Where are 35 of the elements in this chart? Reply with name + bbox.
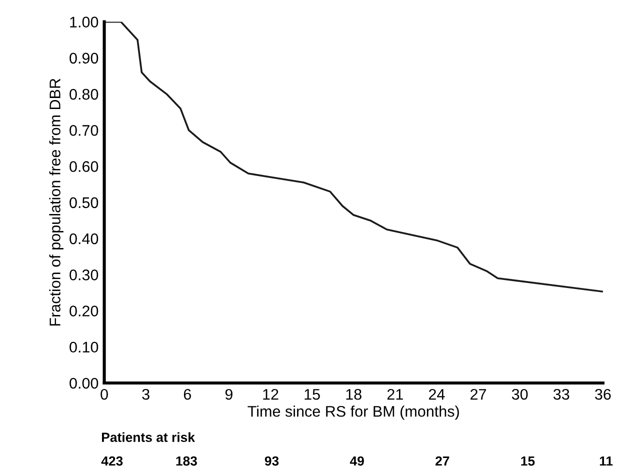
y-tick-label: 0.20 [70,306,98,316]
x-tick-label: 33 [553,388,570,400]
y-tick-label: 0.90 [70,52,98,64]
x-tick-label: 0 [100,388,108,400]
x-tick-label: 3 [142,388,150,400]
x-tick-label: 6 [184,388,191,400]
x-tick-label: 15 [304,389,320,400]
y-tick-label: 0.00 [70,378,98,389]
line-series [104,22,603,293]
text: Patients at risk [102,432,195,442]
y-tick-label: 0.60 [70,161,98,172]
y-tick-label: 0.80 [70,88,98,100]
x-tick-label: 12 [263,388,278,400]
text: 423 [101,456,123,466]
text: 11 [600,456,613,466]
text: 49 [350,456,364,466]
text: 183 [176,456,197,466]
x-tick-label: 21 [387,388,403,400]
y-tick-label: 0.70 [70,125,98,136]
x-tick-label: 36 [595,388,611,400]
x-tick-label: 24 [428,388,445,400]
x-axis-title: Time since RS for BM (months) [248,406,459,420]
y-tick-label: 1.00 [70,16,98,28]
y-tick-label: 0.40 [70,233,98,244]
x-tick-label: 18 [346,388,362,400]
x-tick-label: 30 [512,388,528,400]
text: 93 [264,456,279,466]
y-tick-label: 0.50 [70,197,98,208]
text: 27 [436,456,450,466]
y-axis-title: Fraction of population free from DBR [49,78,64,326]
x-tick-label: 27 [470,388,486,400]
y-tick-label: 0.30 [70,270,98,280]
text: 15 [521,456,535,466]
x-tick-label: 9 [225,388,232,400]
y-tick-label: 0.10 [70,342,98,353]
